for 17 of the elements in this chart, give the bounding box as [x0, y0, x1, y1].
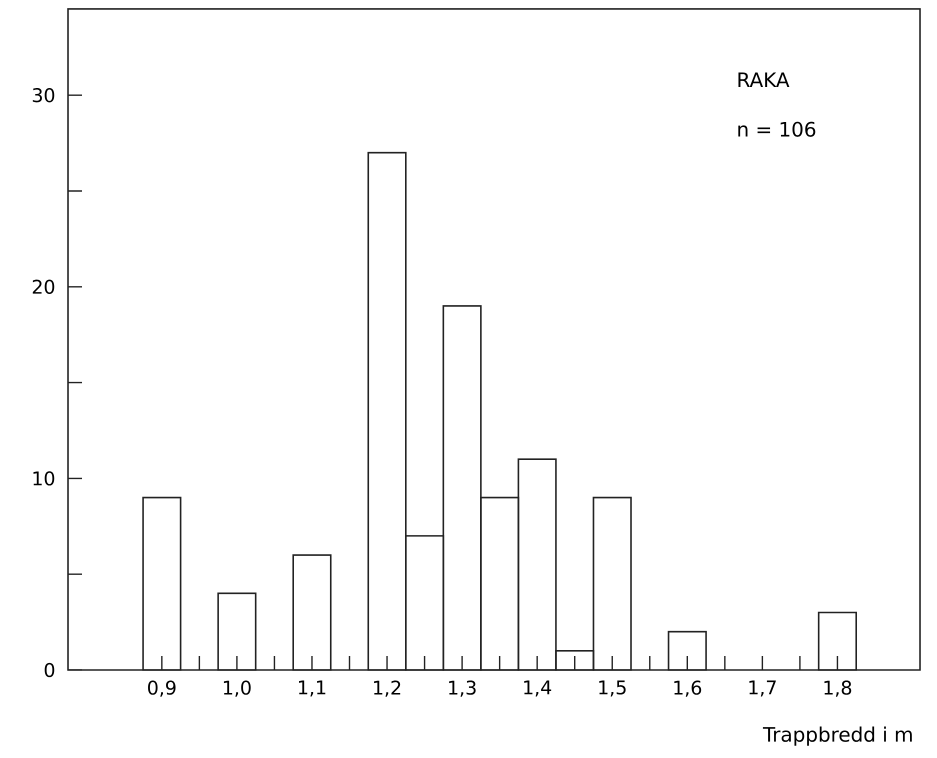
x-tick-label: 1,1 — [299, 680, 326, 696]
x-tick-label: 1,8 — [824, 680, 852, 697]
x-tick-label: 1,6 — [674, 680, 702, 697]
x-tick-label: 1,7 — [749, 680, 776, 696]
x-tick-label: 1,2 — [374, 680, 400, 697]
x-tick-label: 1,4 — [524, 680, 552, 696]
x-tick-label: 1,3 — [449, 680, 476, 697]
annotation: RAKA — [738, 72, 790, 87]
x-tick-label: 0,9 — [148, 680, 176, 697]
y-tick-label: 0 — [44, 662, 54, 678]
y-tick-label: 30 — [32, 88, 54, 102]
y-tick-label: 10 — [33, 471, 54, 486]
y-tick-label: 20 — [32, 280, 54, 294]
x-tick-label: 1,0 — [224, 680, 251, 697]
x-axis-title: Trappbredd i m — [762, 726, 912, 746]
x-tick-label: 1,5 — [599, 680, 626, 696]
annotation: n = 106 — [738, 122, 816, 137]
